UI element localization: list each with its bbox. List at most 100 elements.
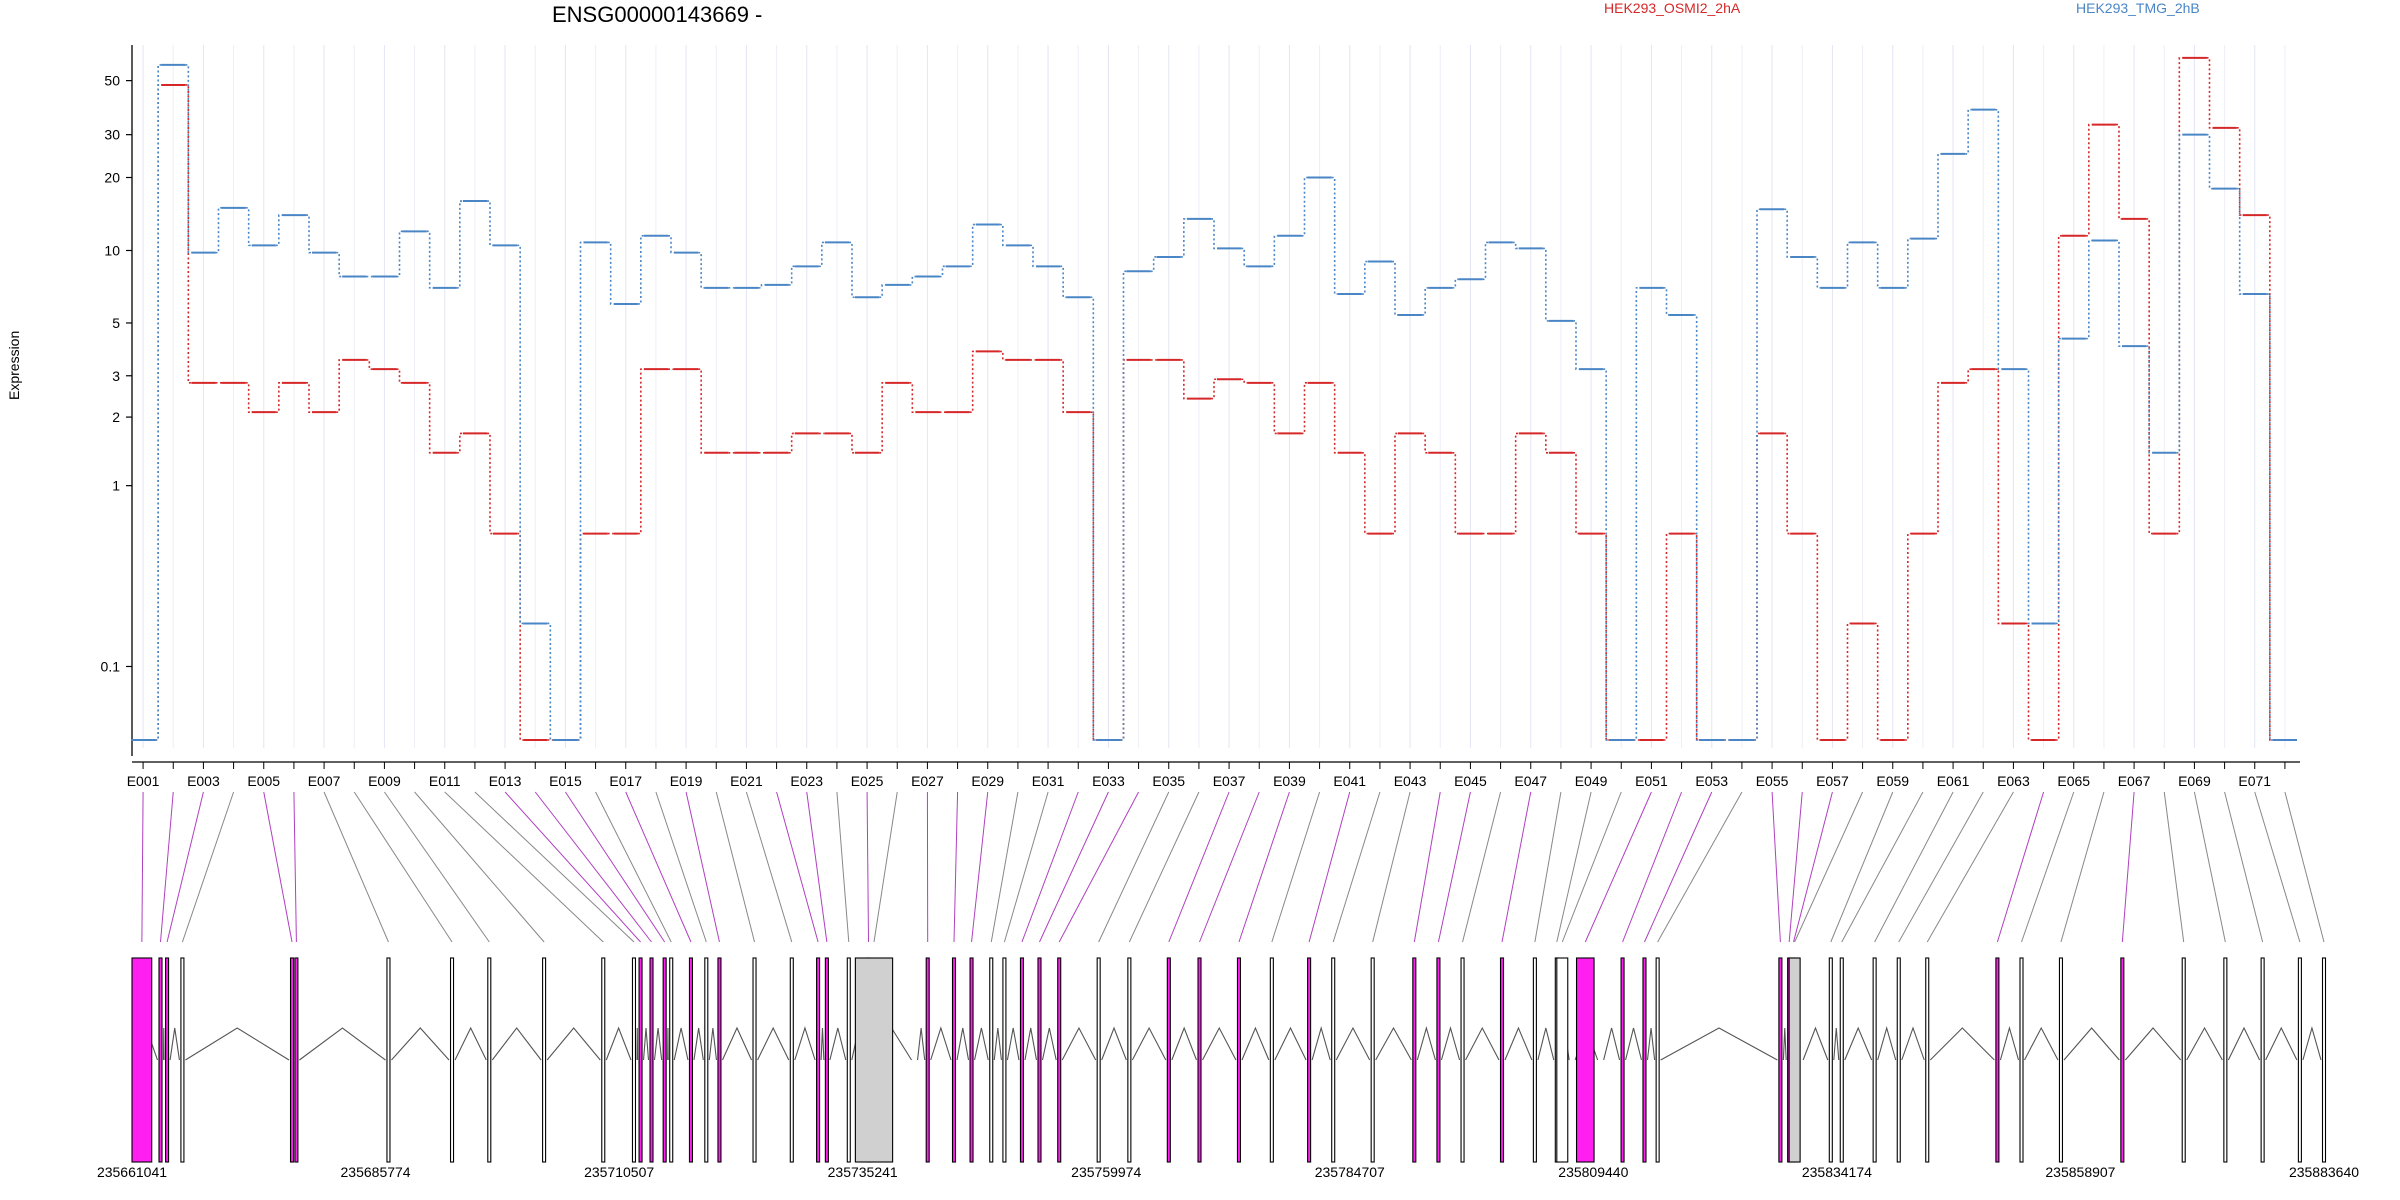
exon-block xyxy=(951,957,957,1163)
series-1-connector xyxy=(2206,57,2213,129)
exon-connector xyxy=(2060,791,2105,943)
genomic-coordinate-label: 235883640 xyxy=(2289,1164,2359,1180)
exon-block xyxy=(1197,957,1202,1163)
series-2-connector xyxy=(2236,187,2243,295)
series-1-connector xyxy=(1542,432,1549,454)
exon-connector xyxy=(1771,791,1781,943)
exon-connector xyxy=(444,791,604,943)
y-tick-label: 3 xyxy=(112,368,120,384)
intron-line xyxy=(829,1027,847,1061)
series-2-connector xyxy=(1603,368,1610,741)
intron-line xyxy=(667,1027,669,1061)
y-tick-label: 50 xyxy=(104,73,120,89)
intron-line xyxy=(956,1027,970,1061)
exon-connector xyxy=(1199,791,1260,943)
exon-connector xyxy=(1898,791,1984,943)
series-2-connector xyxy=(1120,270,1127,741)
series-1-connector xyxy=(2055,235,2062,741)
exon-connector xyxy=(625,791,692,943)
exon-block xyxy=(1925,957,1930,1163)
exon-connector xyxy=(504,791,641,943)
series-1-connector xyxy=(1301,382,1308,435)
series-1-connector xyxy=(788,432,795,454)
series-1-connector xyxy=(1965,368,1972,384)
series-2-connector xyxy=(1542,247,1549,322)
intron-line xyxy=(1375,1026,1412,1061)
series-2-connector xyxy=(1150,256,1157,273)
series-1-connector xyxy=(849,432,855,454)
series-2-connector xyxy=(1180,218,1187,258)
y-tick-label: 20 xyxy=(104,169,120,185)
exon-connector xyxy=(1996,791,2045,943)
series-2-connector xyxy=(698,251,705,289)
intron-line xyxy=(1241,1026,1270,1061)
series-1-connector xyxy=(1754,432,1760,741)
exon-block xyxy=(969,957,974,1163)
exon-block xyxy=(131,957,153,1163)
y-tick-label: 10 xyxy=(104,242,120,258)
intron-line xyxy=(1877,1025,1897,1061)
series-2-connector xyxy=(909,275,916,286)
exon-connector xyxy=(1644,791,1713,943)
exon-connector xyxy=(141,791,144,943)
exon-connector xyxy=(2121,791,2135,943)
series-2-connector xyxy=(275,214,282,247)
exon-block xyxy=(449,957,455,1163)
series-2-connector xyxy=(1784,208,1791,258)
series-1-connector xyxy=(487,432,493,535)
x-tick-label: E033 xyxy=(1092,773,1125,789)
intron-line xyxy=(1006,1027,1020,1061)
exon-connector xyxy=(534,791,652,943)
exon-block xyxy=(1532,957,1537,1163)
exon-connector xyxy=(159,791,174,943)
exon-connector xyxy=(2224,791,2264,943)
series-1-connector xyxy=(1241,378,1248,384)
genomic-coordinate-label: 235858907 xyxy=(2045,1164,2115,1180)
exon-block xyxy=(1839,957,1844,1163)
exon-block xyxy=(789,957,794,1163)
exon-connector xyxy=(1793,791,1833,943)
intron-line xyxy=(1782,1027,1787,1061)
series-1-connector xyxy=(879,382,886,454)
exon-connector xyxy=(1830,791,1894,943)
intron-line xyxy=(454,1026,487,1061)
genomic-coordinate-label: 235685774 xyxy=(341,1164,411,1180)
series-1-connector xyxy=(909,382,916,413)
exon-connector xyxy=(1168,791,1230,943)
series-2-connector xyxy=(1965,108,1972,155)
series-1-connector xyxy=(1784,432,1791,535)
exon-connector xyxy=(1128,791,1200,943)
intron-line xyxy=(1833,1027,1840,1061)
series-1-connector xyxy=(1573,451,1579,535)
intron-line xyxy=(930,1026,952,1061)
series-2-connector xyxy=(245,207,252,247)
series-1-connector xyxy=(1904,532,1911,741)
genomic-coordinate-label: 235661041 xyxy=(97,1164,167,1180)
series-2-connector xyxy=(426,230,433,289)
series-2-connector xyxy=(1874,241,1881,289)
exon-block xyxy=(158,957,163,1163)
intron-line xyxy=(491,1027,542,1061)
series-2-connector xyxy=(2116,239,2122,347)
exon-block xyxy=(1620,957,1625,1163)
exon-connector xyxy=(1238,791,1290,943)
series-2-connector xyxy=(939,265,946,278)
series-2-connector xyxy=(456,200,463,289)
y-tick-label: 1 xyxy=(112,478,120,494)
x-tick-label: E065 xyxy=(2057,773,2090,789)
genomic-coordinate-label: 235784707 xyxy=(1315,1164,1385,1180)
intron-line xyxy=(993,1027,1002,1061)
exon-connector xyxy=(1788,791,1803,943)
series-1-connector xyxy=(2236,127,2243,216)
exon-connector xyxy=(685,791,720,943)
intron-line xyxy=(391,1027,450,1061)
x-tick-label: E041 xyxy=(1333,773,1366,789)
series-2-connector xyxy=(1512,241,1519,250)
exon-block xyxy=(1166,957,1171,1163)
x-tick-label: E011 xyxy=(429,773,461,789)
series-2-connector xyxy=(2176,133,2183,454)
series-2-connector xyxy=(1331,176,1338,295)
x-tick-label: E061 xyxy=(1937,773,1970,789)
exon-block xyxy=(638,957,643,1163)
exon-connector xyxy=(1021,791,1079,943)
